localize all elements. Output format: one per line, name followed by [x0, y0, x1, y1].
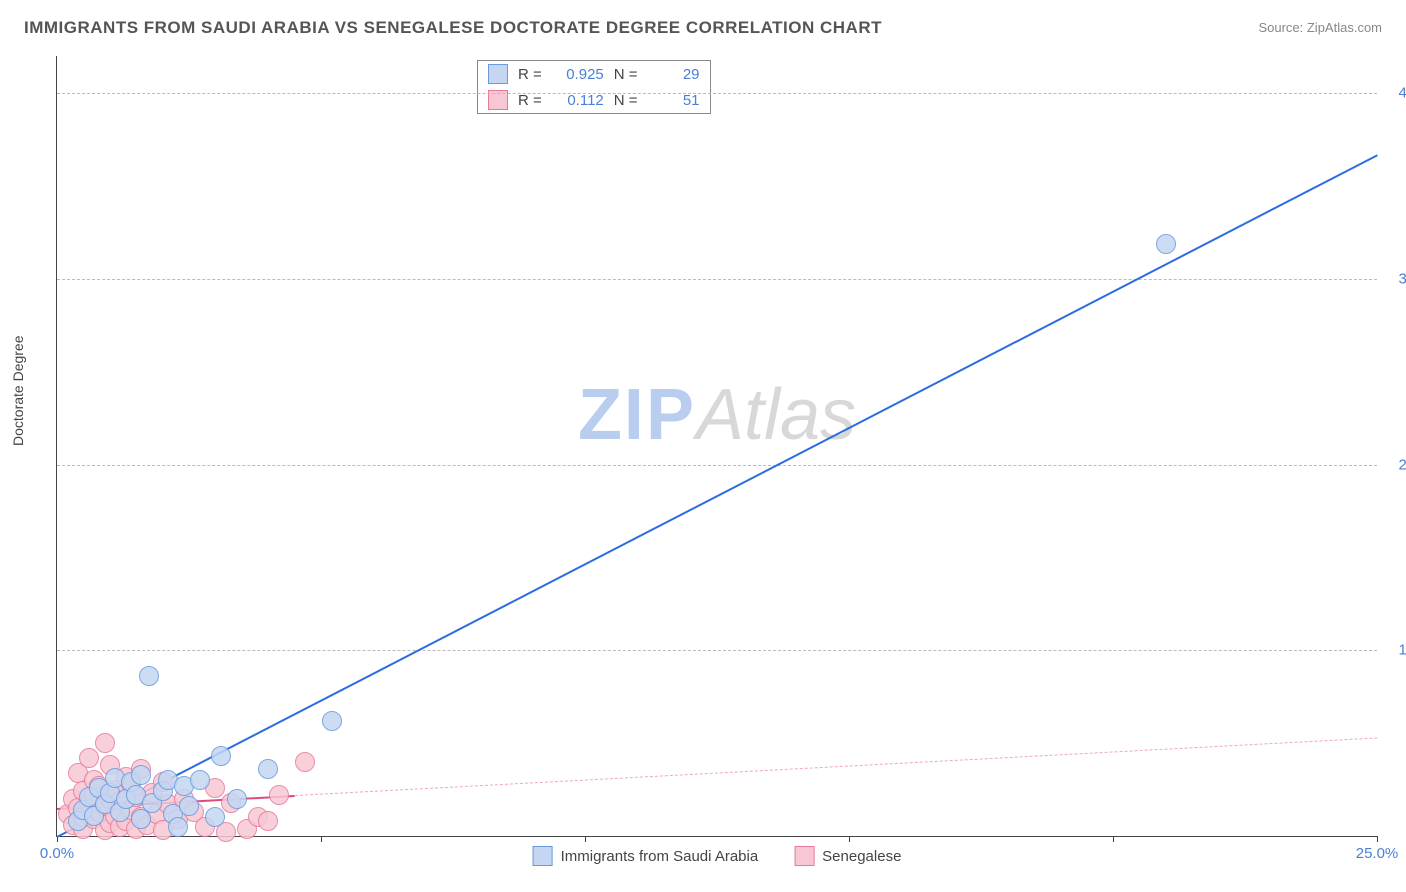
- regression-line: [57, 155, 1378, 838]
- data-point: [258, 811, 278, 831]
- source-label: Source: ZipAtlas.com: [1258, 20, 1382, 35]
- data-point: [258, 759, 278, 779]
- watermark-part2: Atlas: [696, 375, 856, 455]
- legend-swatch-series1: [488, 64, 508, 84]
- y-tick-label: 30.0%: [1398, 270, 1406, 287]
- data-point: [95, 733, 115, 753]
- regression-line: [295, 738, 1377, 797]
- gridline: [57, 279, 1377, 280]
- value-R-series1: 0.925: [552, 66, 604, 83]
- data-point: [205, 807, 225, 827]
- label-N: N =: [614, 66, 638, 83]
- data-point: [295, 752, 315, 772]
- data-point: [131, 809, 151, 829]
- data-point: [269, 785, 289, 805]
- data-point: [322, 711, 342, 731]
- x-tick: [1377, 836, 1378, 842]
- y-tick-label: 10.0%: [1398, 642, 1406, 659]
- data-point: [79, 748, 99, 768]
- data-point: [139, 666, 159, 686]
- gridline: [57, 465, 1377, 466]
- correlation-row-series1: R = 0.925 N = 29: [478, 61, 710, 87]
- x-tick: [585, 836, 586, 842]
- data-point: [190, 770, 210, 790]
- legend-label-series2: Senegalese: [822, 848, 901, 865]
- legend-item-series2: Senegalese: [794, 846, 901, 866]
- x-tick: [1113, 836, 1114, 842]
- data-point: [211, 746, 231, 766]
- data-point: [131, 765, 151, 785]
- data-point: [168, 817, 188, 837]
- x-tick: [321, 836, 322, 842]
- chart-title: IMMIGRANTS FROM SAUDI ARABIA VS SENEGALE…: [24, 18, 882, 38]
- y-tick-label: 20.0%: [1398, 456, 1406, 473]
- legend-item-series1: Immigrants from Saudi Arabia: [533, 846, 759, 866]
- watermark-part1: ZIP: [578, 375, 696, 455]
- gridline: [57, 93, 1377, 94]
- data-point: [1156, 234, 1176, 254]
- legend-swatch-series2: [794, 846, 814, 866]
- gridline: [57, 650, 1377, 651]
- data-point: [179, 796, 199, 816]
- scatter-plot: ZIPAtlas R = 0.925 N = 29 R = 0.112 N = …: [56, 56, 1377, 837]
- correlation-legend: R = 0.925 N = 29 R = 0.112 N = 51: [477, 60, 711, 114]
- correlation-row-series2: R = 0.112 N = 51: [478, 87, 710, 113]
- legend-label-series1: Immigrants from Saudi Arabia: [561, 848, 759, 865]
- x-tick-label: 25.0%: [1356, 845, 1399, 862]
- label-R: R =: [518, 66, 542, 83]
- legend-swatch-series1: [533, 846, 553, 866]
- y-axis-label: Doctorate Degree: [10, 335, 26, 446]
- y-tick-label: 40.0%: [1398, 85, 1406, 102]
- data-point: [227, 789, 247, 809]
- x-tick-label: 0.0%: [40, 845, 74, 862]
- x-tick: [849, 836, 850, 842]
- value-N-series1: 29: [648, 66, 700, 83]
- series-legend: Immigrants from Saudi Arabia Senegalese: [533, 846, 902, 866]
